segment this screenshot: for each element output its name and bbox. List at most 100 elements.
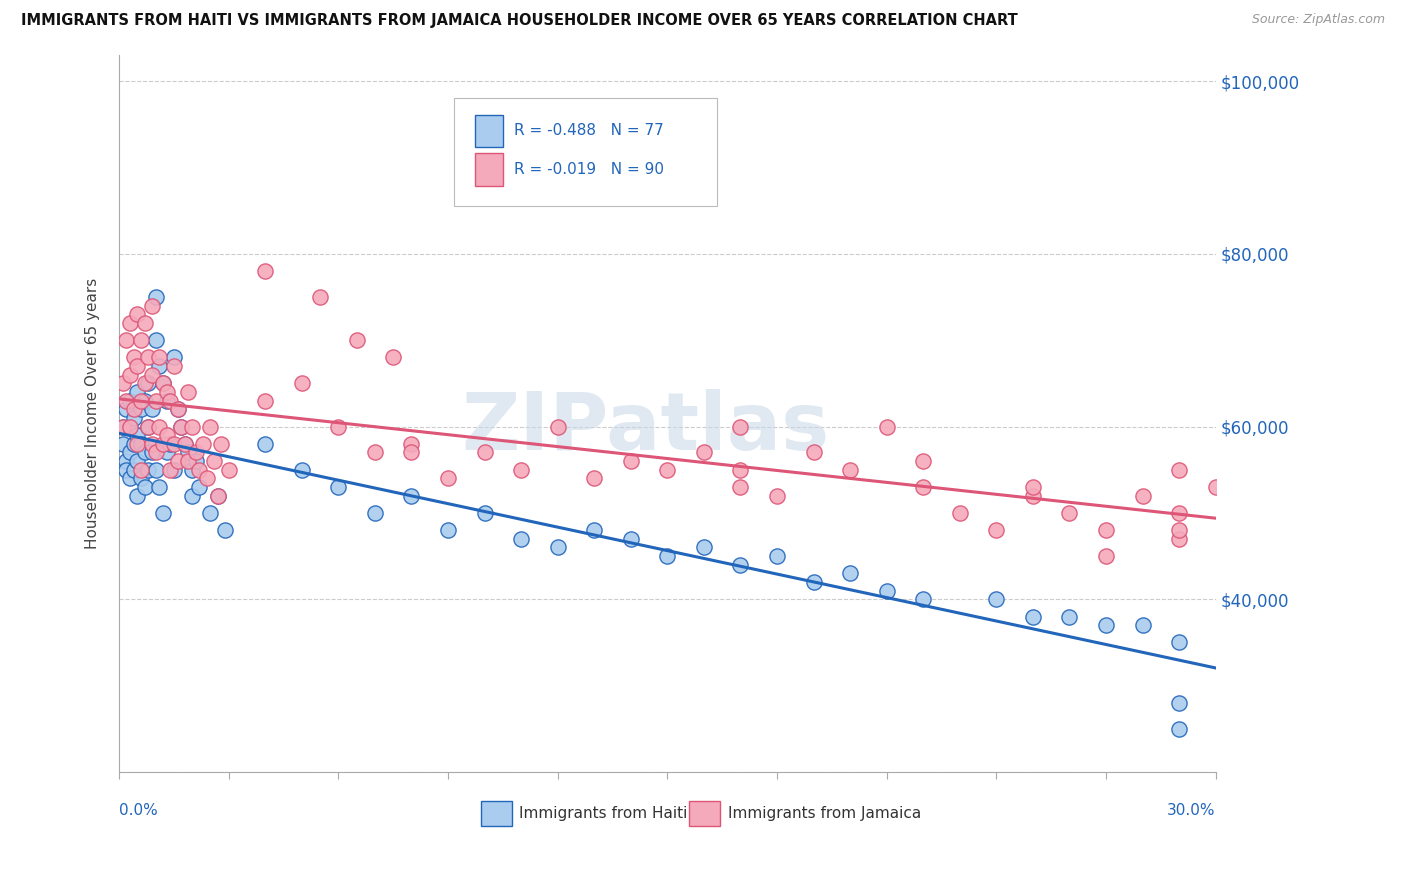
Point — [127, 428, 149, 442]
Point — [115, 463, 138, 477]
Point — [129, 393, 152, 408]
Point — [839, 463, 862, 477]
Point — [141, 437, 163, 451]
Point — [1095, 618, 1118, 632]
Point — [876, 419, 898, 434]
Point — [510, 463, 533, 477]
Point — [1168, 722, 1191, 736]
Point — [1132, 489, 1154, 503]
Point — [173, 437, 195, 451]
Point — [547, 541, 569, 555]
Point — [145, 445, 167, 459]
Point — [177, 384, 200, 399]
Point — [1095, 523, 1118, 537]
Point — [382, 351, 405, 365]
Point — [118, 445, 141, 459]
Point — [145, 290, 167, 304]
Point — [155, 428, 177, 442]
Point — [141, 402, 163, 417]
Point — [181, 489, 204, 503]
Point — [1022, 480, 1045, 494]
Point — [163, 351, 186, 365]
Point — [163, 359, 186, 373]
Point — [159, 393, 181, 408]
Text: 0.0%: 0.0% — [120, 803, 157, 818]
Point — [148, 480, 170, 494]
Point — [129, 471, 152, 485]
Point — [122, 463, 145, 477]
Point — [115, 402, 138, 417]
Point — [912, 454, 935, 468]
Point — [583, 523, 606, 537]
Point — [145, 463, 167, 477]
Point — [166, 402, 188, 417]
Point — [148, 419, 170, 434]
Point — [254, 393, 277, 408]
Text: ZIPatlas: ZIPatlas — [461, 389, 830, 467]
Point — [986, 592, 1008, 607]
Point — [912, 480, 935, 494]
Point — [141, 368, 163, 382]
Point — [155, 393, 177, 408]
Point — [155, 384, 177, 399]
Point — [145, 333, 167, 347]
Point — [1168, 532, 1191, 546]
Point — [141, 445, 163, 459]
Point — [401, 489, 423, 503]
Point — [346, 333, 368, 347]
Point — [129, 402, 152, 417]
Point — [118, 316, 141, 330]
Point — [184, 454, 207, 468]
Point — [191, 437, 214, 451]
Point — [291, 376, 314, 391]
Point — [127, 307, 149, 321]
Point — [1205, 480, 1227, 494]
Text: Immigrants from Haiti: Immigrants from Haiti — [519, 806, 688, 821]
Bar — [481, 801, 512, 826]
Point — [218, 463, 240, 477]
Point — [214, 523, 236, 537]
Point — [657, 463, 679, 477]
Point — [118, 419, 141, 434]
Point — [177, 454, 200, 468]
Point — [766, 489, 789, 503]
Point — [163, 463, 186, 477]
Point — [207, 489, 229, 503]
Point — [730, 480, 752, 494]
Point — [195, 471, 218, 485]
Point — [730, 419, 752, 434]
Point — [1022, 609, 1045, 624]
Point — [136, 351, 159, 365]
Point — [181, 419, 204, 434]
Point — [122, 410, 145, 425]
Point — [177, 445, 200, 459]
Point — [1168, 523, 1191, 537]
Point — [155, 445, 177, 459]
Point — [254, 264, 277, 278]
Point — [129, 333, 152, 347]
Point — [152, 376, 174, 391]
Point — [134, 480, 156, 494]
Point — [309, 290, 332, 304]
Point — [111, 419, 134, 434]
Point — [1168, 506, 1191, 520]
Point — [115, 393, 138, 408]
Point — [188, 463, 211, 477]
Point — [803, 574, 825, 589]
Text: IMMIGRANTS FROM HAITI VS IMMIGRANTS FROM JAMAICA HOUSEHOLDER INCOME OVER 65 YEAR: IMMIGRANTS FROM HAITI VS IMMIGRANTS FROM… — [21, 13, 1018, 29]
Point — [148, 359, 170, 373]
Point — [291, 463, 314, 477]
Point — [401, 437, 423, 451]
Point — [118, 419, 141, 434]
Point — [115, 333, 138, 347]
Point — [474, 506, 496, 520]
Point — [364, 445, 387, 459]
Point — [437, 471, 460, 485]
Point — [136, 463, 159, 477]
Point — [200, 419, 222, 434]
Point — [876, 583, 898, 598]
Y-axis label: Householder Income Over 65 years: Householder Income Over 65 years — [86, 278, 100, 549]
Point — [510, 532, 533, 546]
Point — [766, 549, 789, 563]
Point — [118, 368, 141, 382]
